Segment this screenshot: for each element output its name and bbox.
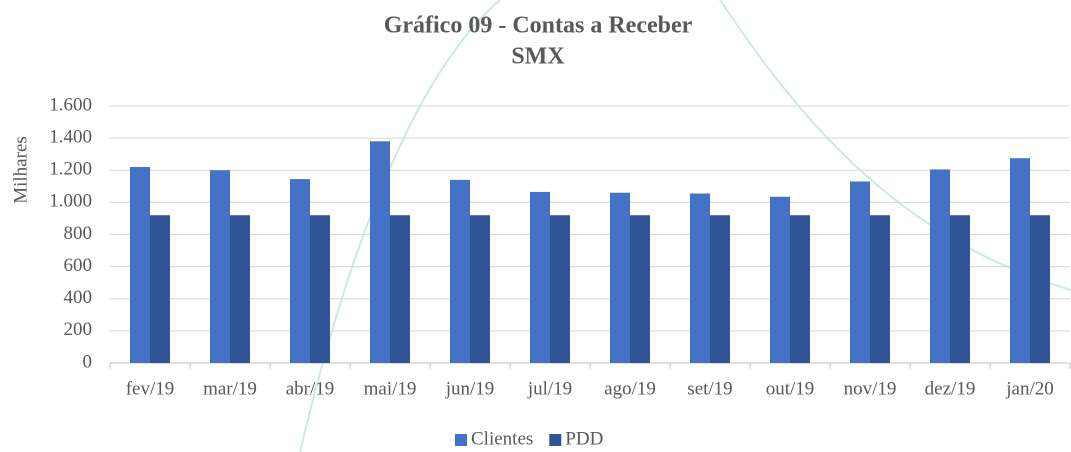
bar xyxy=(470,215,490,363)
bar xyxy=(770,196,790,363)
y-tick-label: 400 xyxy=(64,287,93,308)
y-tick-label: 1.400 xyxy=(49,126,92,147)
legend-swatch xyxy=(549,434,562,446)
bar xyxy=(550,215,570,363)
x-tick-label: out/19 xyxy=(766,378,815,399)
x-tick-label: mar/19 xyxy=(203,378,257,399)
bar xyxy=(630,215,650,363)
x-tick-label: nov/19 xyxy=(844,378,897,399)
x-tick-label: ago/19 xyxy=(604,378,656,399)
bar xyxy=(130,167,150,363)
y-tick-label: 200 xyxy=(64,319,93,340)
x-tick-label: fev/19 xyxy=(126,378,175,399)
bar xyxy=(710,215,730,363)
bar xyxy=(950,215,970,363)
x-tick-label: mai/19 xyxy=(364,378,417,399)
bar xyxy=(690,193,710,363)
bar xyxy=(850,181,870,363)
x-tick-label: dez/19 xyxy=(925,378,976,399)
bar xyxy=(230,215,250,363)
bar xyxy=(290,179,310,363)
x-tick-label: set/19 xyxy=(687,378,732,399)
bar xyxy=(150,215,170,363)
bar xyxy=(390,215,410,363)
y-tick-label: 600 xyxy=(64,255,93,276)
chart-subtitle: SMX xyxy=(511,44,565,70)
x-tick-label: jan/20 xyxy=(1005,378,1054,399)
y-tick-label: 1.000 xyxy=(49,191,92,212)
x-tick-label: abr/19 xyxy=(286,378,335,399)
legend-label: Clientes xyxy=(471,428,533,449)
bar xyxy=(310,215,330,363)
bar xyxy=(370,141,390,363)
bar xyxy=(1010,158,1030,363)
bar xyxy=(530,191,550,363)
y-tick-label: 0 xyxy=(83,351,93,372)
y-tick-label: 1.200 xyxy=(49,159,92,180)
y-tick-label: 1.600 xyxy=(49,94,92,115)
decor-curve xyxy=(719,0,1071,291)
y-tick-label: 800 xyxy=(64,223,93,244)
bar xyxy=(870,215,890,363)
chart-title: Gráfico 09 - Contas a Receber xyxy=(384,13,693,39)
bar xyxy=(930,169,950,363)
bar xyxy=(1030,215,1050,363)
bar xyxy=(610,192,630,363)
x-tick-label: jul/19 xyxy=(527,378,572,399)
bar xyxy=(210,170,230,363)
bar xyxy=(790,215,810,363)
x-tick-label: jun/19 xyxy=(445,378,495,399)
y-axis-label: Milhares xyxy=(10,136,31,204)
legend-label: PDD xyxy=(565,428,603,449)
bar xyxy=(450,179,470,363)
legend-swatch xyxy=(455,434,467,446)
